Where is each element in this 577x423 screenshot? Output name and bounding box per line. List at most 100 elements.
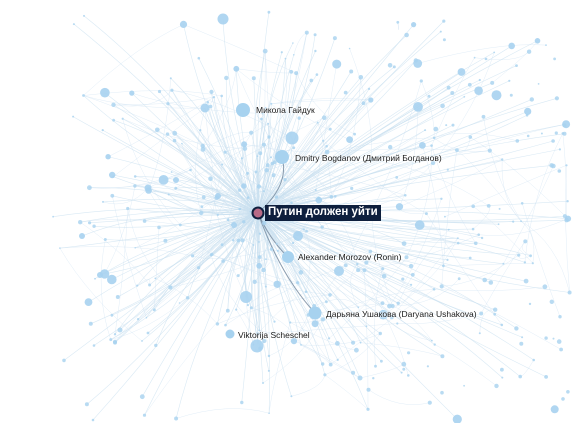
graph-node[interactable] [468, 256, 472, 260]
graph-node[interactable] [323, 373, 327, 377]
graph-node[interactable] [172, 138, 177, 143]
graph-node[interactable] [163, 238, 168, 243]
graph-node[interactable] [529, 97, 534, 102]
graph-node[interactable] [357, 306, 360, 309]
graph-node[interactable] [101, 129, 104, 132]
graph-node[interactable] [497, 223, 500, 226]
graph-node[interactable] [315, 73, 319, 76]
graph-node[interactable] [157, 89, 162, 94]
graph-node[interactable] [488, 280, 494, 285]
graph-node[interactable] [200, 147, 206, 152]
graph-node[interactable] [91, 418, 95, 422]
graph-node[interactable] [551, 139, 555, 143]
graph-node[interactable] [155, 127, 160, 133]
graph-node[interactable] [272, 160, 277, 164]
graph-node[interactable] [430, 144, 433, 147]
graph-node[interactable] [261, 220, 267, 226]
graph-node[interactable] [498, 207, 501, 210]
graph-node[interactable] [212, 96, 216, 99]
graph-node[interactable] [523, 239, 528, 244]
graph-node[interactable] [261, 112, 264, 115]
graph-node[interactable] [105, 154, 111, 160]
graph-node[interactable] [264, 106, 267, 109]
graph-node[interactable] [261, 267, 266, 273]
graph-node[interactable] [401, 241, 407, 247]
graph-node[interactable] [170, 88, 174, 92]
graph-node[interactable] [258, 151, 263, 156]
graph-node[interactable] [549, 299, 554, 304]
graph-node[interactable] [551, 163, 556, 169]
graph-node[interactable] [325, 300, 328, 304]
graph-node[interactable] [305, 229, 308, 233]
graph-node[interactable] [359, 341, 362, 344]
graph-node[interactable] [442, 38, 446, 42]
graph-node[interactable] [524, 107, 532, 115]
graph-node[interactable] [249, 306, 253, 310]
graph-node[interactable] [473, 56, 476, 59]
graph-node[interactable] [256, 262, 263, 269]
graph-node[interactable] [317, 196, 321, 200]
graph-node[interactable] [284, 57, 287, 60]
graph-node[interactable] [261, 142, 266, 147]
graph-node[interactable] [430, 160, 436, 166]
graph-node[interactable] [474, 241, 478, 246]
graph-node[interactable] [413, 102, 423, 112]
graph-node-dmitry[interactable] [275, 150, 289, 164]
graph-node[interactable] [424, 212, 428, 216]
graph-node[interactable] [270, 156, 272, 159]
graph-node[interactable] [387, 303, 392, 309]
graph-node[interactable] [311, 320, 319, 328]
graph-node[interactable] [356, 268, 361, 273]
graph-node[interactable] [493, 51, 496, 54]
graph-node[interactable] [309, 78, 314, 83]
graph-node[interactable] [172, 130, 178, 136]
graph-node[interactable] [129, 90, 135, 96]
graph-node-mykola[interactable] [236, 103, 250, 117]
graph-node[interactable] [357, 375, 363, 381]
graph-node[interactable] [240, 400, 244, 405]
graph-node[interactable] [433, 126, 439, 132]
graph-node[interactable] [179, 20, 188, 28]
graph-node[interactable] [267, 122, 270, 125]
graph-node[interactable] [250, 339, 264, 353]
graph-node[interactable] [378, 331, 382, 336]
graph-node[interactable] [197, 56, 201, 60]
graph-node[interactable] [353, 132, 356, 136]
graph-node[interactable] [343, 90, 348, 95]
graph-node[interactable] [396, 301, 400, 305]
graph-node[interactable] [404, 194, 407, 197]
graph-node[interactable] [246, 196, 250, 199]
graph-node[interactable] [332, 36, 337, 41]
graph-node[interactable] [72, 115, 75, 118]
graph-node[interactable] [322, 139, 325, 142]
graph-node[interactable] [336, 358, 339, 361]
graph-node[interactable] [267, 354, 271, 358]
graph-node[interactable] [268, 412, 270, 415]
graph-node[interactable] [440, 103, 445, 109]
graph-node[interactable] [242, 220, 246, 224]
graph-node[interactable] [112, 339, 118, 344]
graph-node[interactable] [478, 332, 481, 335]
graph-node[interactable] [365, 325, 368, 328]
graph-node[interactable] [528, 302, 532, 306]
graph-node[interactable] [158, 175, 169, 185]
graph-node[interactable] [544, 336, 548, 340]
graph-node[interactable] [517, 253, 521, 257]
graph-node[interactable] [201, 195, 206, 200]
graph-node[interactable] [296, 281, 300, 285]
graph-node[interactable] [478, 78, 481, 82]
graph-node[interactable] [181, 142, 183, 145]
graph-node[interactable] [292, 241, 295, 245]
graph-node[interactable] [322, 115, 327, 120]
graph-node[interactable] [264, 285, 267, 288]
graph-node[interactable] [439, 30, 442, 33]
graph-node[interactable] [468, 135, 473, 139]
graph-node[interactable] [62, 358, 66, 363]
graph-node[interactable] [141, 340, 143, 342]
graph-node[interactable] [270, 102, 273, 105]
graph-node[interactable] [419, 142, 426, 149]
graph-node[interactable] [368, 97, 374, 103]
graph-node[interactable] [410, 283, 413, 286]
graph-node[interactable] [364, 260, 369, 265]
graph-node[interactable] [145, 316, 148, 319]
